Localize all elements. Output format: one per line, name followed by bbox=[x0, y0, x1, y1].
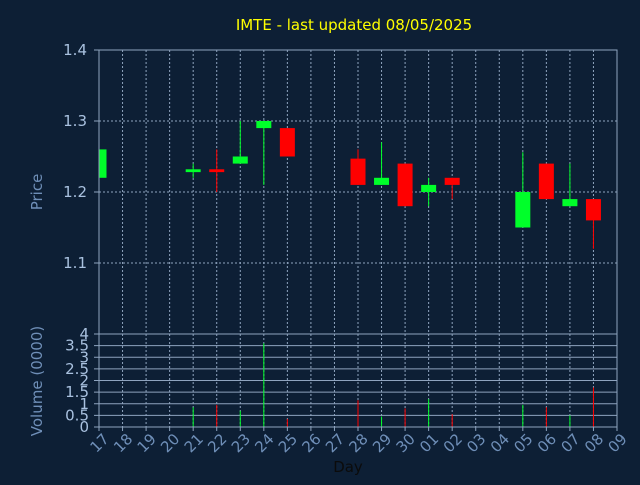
candle-05 bbox=[515, 152, 531, 228]
price-y-tick-label: 1.3 bbox=[63, 112, 87, 130]
candle-body bbox=[279, 128, 295, 157]
x-axis-title: Day bbox=[333, 458, 363, 476]
candle-23 bbox=[232, 121, 248, 164]
candle-body bbox=[256, 121, 272, 129]
candle-body bbox=[585, 199, 601, 221]
candle-body bbox=[515, 192, 531, 228]
volume-y-tick-label: 3 bbox=[79, 348, 89, 366]
candle-29 bbox=[374, 142, 390, 185]
candle-08 bbox=[585, 199, 601, 249]
chart-title: IMTE - last updated 08/05/2025 bbox=[236, 16, 472, 34]
candles bbox=[98, 121, 601, 249]
candle-17 bbox=[98, 149, 107, 178]
candle-body bbox=[232, 156, 248, 164]
candle-22 bbox=[209, 149, 225, 192]
price-y-tick-label: 1.4 bbox=[63, 41, 87, 59]
candle-body bbox=[185, 169, 201, 173]
volume-y-tick-label: 2.5 bbox=[65, 360, 89, 378]
candle-28 bbox=[350, 149, 366, 185]
volume-y-tick-label: 2 bbox=[79, 372, 89, 390]
candle-body bbox=[99, 149, 107, 178]
candle-02 bbox=[444, 177, 460, 200]
volume-bars bbox=[192, 343, 594, 427]
candle-body bbox=[374, 177, 390, 185]
volume-y-tick-label: 3.5 bbox=[65, 337, 89, 355]
candle-body bbox=[538, 163, 554, 200]
volume-y-tick-label: 1.5 bbox=[65, 383, 89, 401]
candle-24 bbox=[256, 121, 272, 185]
volume-panel: 00.511.522.533.54 bbox=[65, 325, 618, 436]
candle-body bbox=[444, 177, 460, 185]
candle-07 bbox=[562, 163, 578, 207]
volume-y-tick-label: 0.5 bbox=[65, 406, 89, 424]
volume-y-tick-label: 1 bbox=[79, 395, 89, 413]
price-panel: 1.1 1.2 1.3 1.4 bbox=[63, 41, 618, 335]
price-y-ticks: 1.1 1.2 1.3 1.4 bbox=[63, 41, 99, 272]
candle-01 bbox=[421, 177, 437, 207]
candle-21 bbox=[185, 163, 201, 178]
candle-body bbox=[421, 184, 437, 192]
candle-30 bbox=[397, 163, 413, 207]
candle-body bbox=[350, 158, 366, 185]
price-y-tick-label: 1.1 bbox=[63, 254, 87, 272]
candle-body bbox=[209, 169, 225, 173]
candle-body bbox=[397, 163, 413, 207]
volume-axis-title: Volume (0000) bbox=[28, 326, 46, 436]
candle-25 bbox=[279, 128, 295, 157]
volume-y-tick-label: 0 bbox=[79, 418, 89, 436]
candle-06 bbox=[538, 163, 554, 200]
volume-y-ticks: 00.511.522.533.54 bbox=[65, 325, 99, 436]
price-y-tick-label: 1.2 bbox=[63, 183, 87, 201]
volume-y-tick-label: 4 bbox=[79, 325, 89, 343]
price-axis-title: Price bbox=[28, 174, 46, 211]
candle-body bbox=[562, 199, 578, 207]
